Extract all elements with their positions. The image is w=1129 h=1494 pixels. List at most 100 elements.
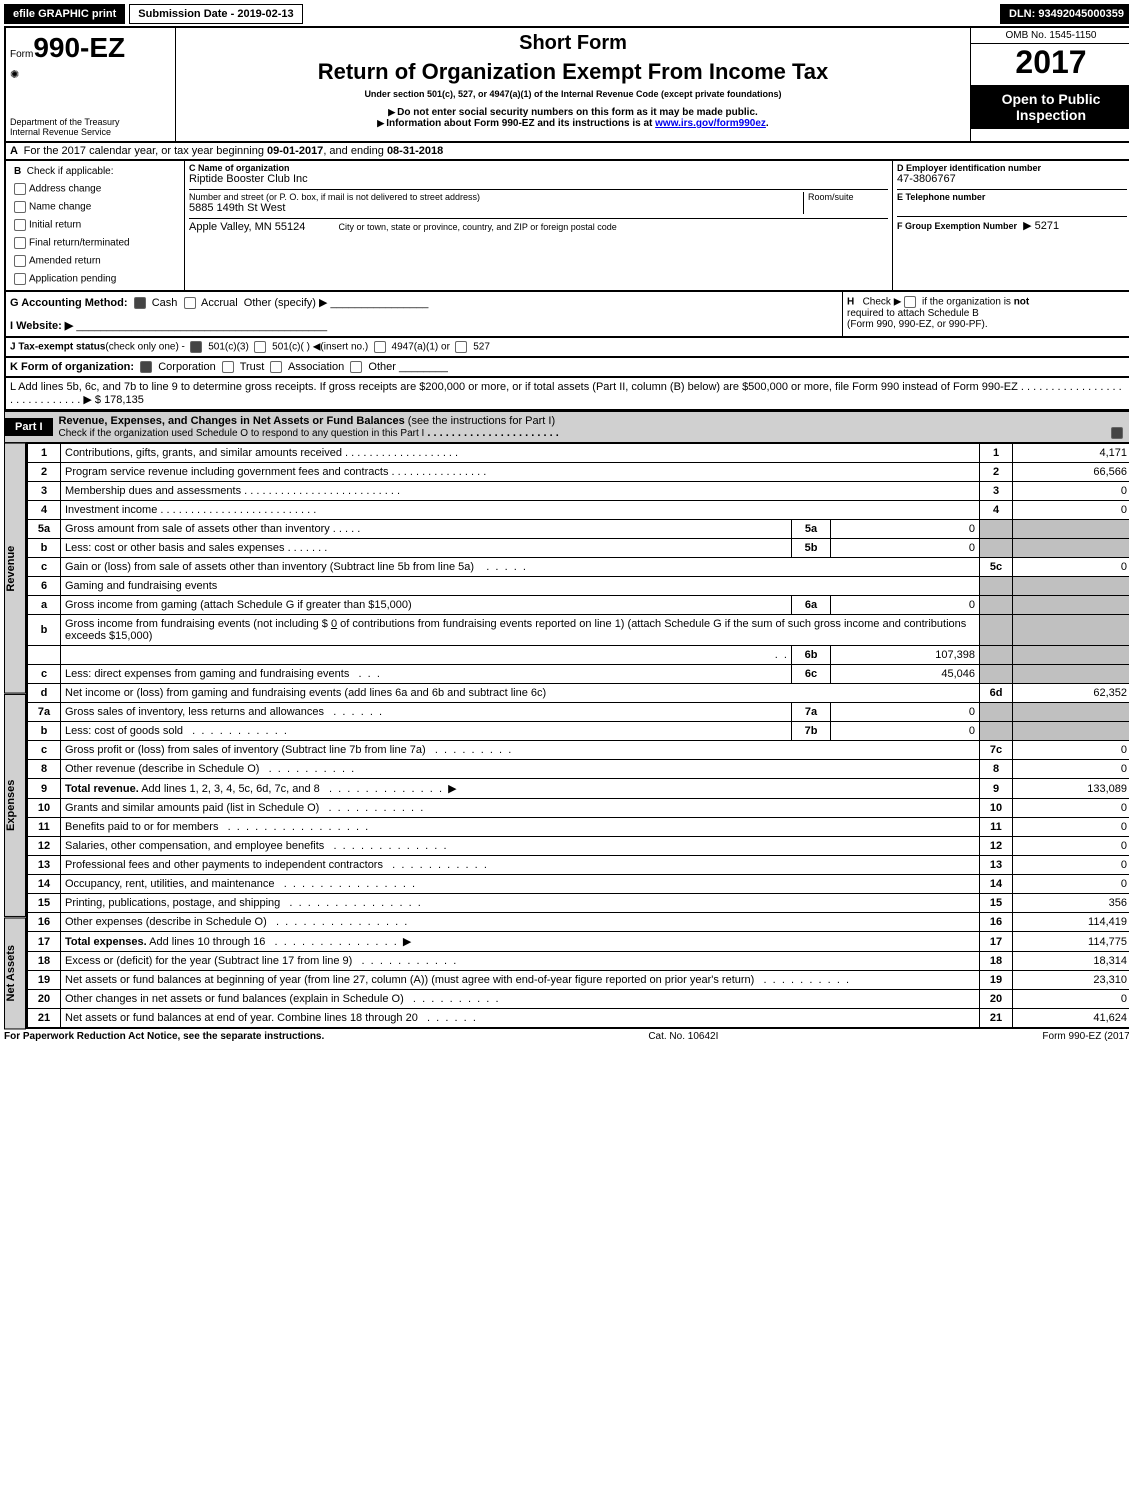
l6b-pre: Gross income from fundraising events (no… [65,618,331,630]
cb-501c[interactable] [254,341,266,353]
l6b-sub: 6b [792,646,831,665]
l4-desc: Investment income [65,504,157,516]
J-0: 501(c)(3) [208,342,249,353]
l8-desc: Other revenue (describe in Schedule O) [65,763,259,775]
info-link[interactable]: www.irs.gov/form990ez [655,118,766,129]
entity-info: B Check if applicable: Address change Na… [4,161,1129,292]
l6c-subamt: 45,046 [831,665,980,684]
l5b-desc: Less: cost or other basis and sales expe… [65,542,285,554]
F-arrow: ▶ [1023,220,1031,232]
table-row: 1Contributions, gifts, grants, and simil… [27,444,1129,463]
header-center: Short Form Return of Organization Exempt… [176,28,971,141]
ssn-note: Do not enter social security numbers on … [397,107,758,118]
l1-amt: 4,171 [1013,444,1129,463]
l2-desc: Program service revenue including govern… [65,466,388,478]
l17-desc: Total expenses. [65,936,147,948]
form-prefix: Form [10,49,33,60]
cb-H[interactable] [904,296,916,308]
l7a-desc: Gross sales of inventory, less returns a… [65,706,324,718]
J-2: 4947(a)(1) or [392,342,450,353]
table-row: aGross income from gaming (attach Schedu… [27,596,1129,615]
H-text3: required to attach Schedule B [847,308,979,319]
table-row: 17Total expenses. Add lines 10 through 1… [27,932,1129,952]
l21-amt: 41,624 [1013,1009,1129,1029]
l13-desc: Professional fees and other payments to … [65,859,383,871]
J-3: 527 [473,342,490,353]
B-3: Final return/terminated [29,238,130,249]
l7b-sub: 7b [792,722,831,741]
submission-value: 2019-02-13 [237,8,293,20]
table-row: cGain or (loss) from sale of assets othe… [27,558,1129,577]
H-text1: Check ▶ [863,297,902,308]
cb-other-org[interactable] [350,361,362,373]
l6b-subamt: 107,398 [831,646,980,665]
cb-assoc[interactable] [270,361,282,373]
dln-label: DLN: [1009,8,1038,20]
l16-amt: 114,419 [1013,913,1129,932]
form-header: Form990-EZ ✺ Department of the Treasury … [4,26,1129,143]
C-label: C Name of organization [189,163,290,173]
table-row: 2Program service revenue including gover… [27,463,1129,482]
cb-501c3[interactable] [190,341,202,353]
table-row: 12Salaries, other compensation, and empl… [27,837,1129,856]
cb-name-change[interactable] [14,201,26,213]
l17-desc2: Add lines 10 through 16 [147,936,266,948]
line-K: K Form of organization: Corporation Trus… [4,358,1129,378]
table-row: 8Other revenue (describe in Schedule O) … [27,760,1129,779]
l3-amt: 0 [1013,482,1129,501]
l19-amt: 23,310 [1013,971,1129,990]
under-section: Under section 501(c), 527, or 4947(a)(1)… [180,89,966,99]
H-not: not [1014,297,1030,308]
cb-schedule-o[interactable] [1111,427,1123,439]
l11-amt: 0 [1013,818,1129,837]
table-row: cGross profit or (loss) from sales of in… [27,741,1129,760]
l17-amt: 114,775 [1013,932,1129,952]
l1-desc: Contributions, gifts, grants, and simila… [65,447,342,459]
G-label: G Accounting Method: [10,297,128,309]
l7a-subamt: 0 [831,703,980,722]
cb-527[interactable] [455,341,467,353]
table-row: . .6b107,398 [27,646,1129,665]
l21-desc: Net assets or fund balances at end of ye… [65,1012,418,1024]
J-1: 501(c)( ) ◀(insert no.) [272,342,368,353]
cb-address-change[interactable] [14,183,26,195]
street: 5885 149th St West [189,202,803,214]
footer: For Paperwork Reduction Act Notice, see … [4,1029,1129,1044]
form-number: 990-EZ [33,32,125,63]
efile-badge: efile GRAPHIC print [4,4,125,24]
short-form-title: Short Form [180,32,966,55]
cb-amended-return[interactable] [14,255,26,267]
l15-desc: Printing, publications, postage, and shi… [65,897,280,909]
cb-4947[interactable] [374,341,386,353]
l7c-amt: 0 [1013,741,1129,760]
part1-label: Part I [5,418,53,436]
l5a-desc: Gross amount from sale of assets other t… [65,523,330,535]
B-0: Address change [29,184,101,195]
l19-desc: Net assets or fund balances at beginning… [65,974,754,986]
cb-application-pending[interactable] [14,273,26,285]
l6-desc: Gaming and fundraising events [65,580,217,592]
table-row: 20Other changes in net assets or fund ba… [27,990,1129,1009]
cb-accrual[interactable] [184,297,196,309]
dept-treasury: Department of the Treasury [10,117,171,127]
l5a-subamt: 0 [831,520,980,539]
l10-desc: Grants and similar amounts paid (list in… [65,802,319,814]
l6c-sub: 6c [792,665,831,684]
H-label: H [847,297,854,308]
side-netassets: Net Assets [4,917,26,1029]
B-4: Amended return [29,256,101,267]
l6d-amt: 62,352 [1013,684,1129,703]
l16-desc: Other expenses (describe in Schedule O) [65,916,267,928]
l9-desc: Total revenue. [65,783,139,795]
F-label: F Group Exemption Number [897,221,1017,231]
cb-corp[interactable] [140,361,152,373]
l9-amt: 133,089 [1013,779,1129,799]
l12-amt: 0 [1013,837,1129,856]
cb-cash[interactable] [134,297,146,309]
cb-initial-return[interactable] [14,219,26,231]
cb-trust[interactable] [222,361,234,373]
l3-desc: Membership dues and assessments [65,485,241,497]
submission-label: Submission Date - [138,8,237,20]
table-row: 13Professional fees and other payments t… [27,856,1129,875]
cb-final-return[interactable] [14,237,26,249]
